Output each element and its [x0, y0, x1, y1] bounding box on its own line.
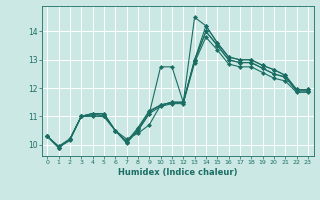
- X-axis label: Humidex (Indice chaleur): Humidex (Indice chaleur): [118, 168, 237, 177]
